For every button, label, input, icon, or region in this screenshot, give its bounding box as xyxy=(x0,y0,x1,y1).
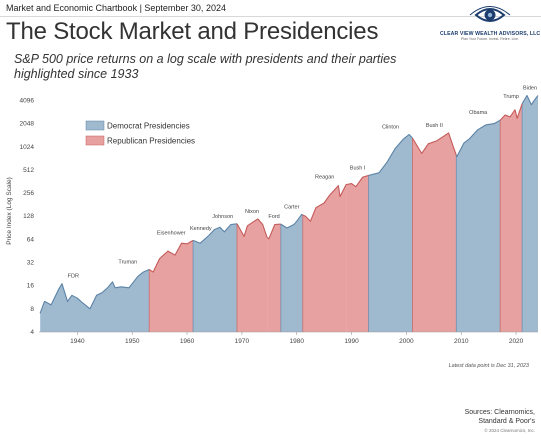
x-tick-label: 2020 xyxy=(509,338,524,345)
logo-tagline: Plan Your Future. Invest. Retire. Live. xyxy=(461,37,519,41)
logo-name: CLEAR VIEW WEALTH ADVISORS, LLC xyxy=(440,31,541,37)
price-line-carter xyxy=(280,213,304,229)
president-label-bush-ii: Bush II xyxy=(426,123,444,129)
y-tick-label: 512 xyxy=(23,167,34,174)
y-tick-label: 64 xyxy=(27,236,35,243)
president-label-trump: Trump xyxy=(503,94,519,100)
price-line-kennedy xyxy=(192,235,209,244)
source-line-1: Sources: Clearnomics, xyxy=(464,409,535,416)
x-tick-label: 1940 xyxy=(70,338,85,345)
president-label-carter: Carter xyxy=(284,204,299,210)
y-axis-title: Price Index (Log Scale) xyxy=(6,177,13,245)
sources-note: Sources: Clearnomics, Standard & Poor's xyxy=(465,408,535,426)
legend-swatch-democrat xyxy=(85,120,105,131)
price-line-truman xyxy=(106,268,150,290)
x-tick-label: 1960 xyxy=(180,338,195,345)
president-label-bush-i: Bush I xyxy=(350,165,366,171)
x-tick-label: 1970 xyxy=(235,338,250,345)
x-tick-label: 1980 xyxy=(289,338,304,345)
y-tick-label: 8 xyxy=(30,306,34,313)
price-line-fdr xyxy=(39,283,107,314)
president-label-truman: Truman xyxy=(118,260,137,266)
source-line-2: Standard & Poor's xyxy=(478,418,535,425)
x-tick-label: 1990 xyxy=(344,338,359,345)
president-label-nixon: Nixon xyxy=(245,209,259,215)
price-line-ford xyxy=(266,223,281,240)
area-biden xyxy=(522,95,538,332)
company-logo: CLEAR VIEW WEALTH ADVISORS, LLC Plan You… xyxy=(440,4,541,41)
area-carter xyxy=(280,95,303,332)
president-label-ford: Ford xyxy=(268,214,279,220)
y-tick-label: 16 xyxy=(27,283,35,290)
area-ford xyxy=(267,95,281,332)
x-tick-label: 1950 xyxy=(125,338,140,345)
latest-data-note: Latest data point is Dec 31, 2023 xyxy=(448,363,529,369)
president-label-reagan: Reagan xyxy=(315,175,334,181)
area-obama xyxy=(456,95,501,332)
y-tick-label: 2048 xyxy=(20,121,35,128)
price-line-bush-i xyxy=(346,174,369,188)
president-label-biden: Biden xyxy=(523,86,537,92)
price-line-obama xyxy=(455,119,501,158)
president-label-kennedy: Kennedy xyxy=(190,226,212,232)
page-title: The Stock Market and Presidencies xyxy=(6,18,379,45)
president-label-fdr: FDR xyxy=(68,274,79,280)
y-tick-label: 1024 xyxy=(20,144,35,151)
area-johnson xyxy=(208,95,237,332)
president-label-eisenhower: Eisenhower xyxy=(157,230,186,236)
legend-label-democrat: Democrat Presidencies xyxy=(107,122,190,131)
copyright-note: © 2024 Clearnomics, Inc. xyxy=(484,428,535,433)
area-kennedy xyxy=(193,95,209,332)
y-tick-label: 32 xyxy=(27,260,35,267)
y-tick-label: 128 xyxy=(23,213,34,220)
y-tick-label: 256 xyxy=(23,190,34,197)
price-line-reagan xyxy=(302,183,347,222)
president-label-clinton: Clinton xyxy=(382,125,399,131)
price-line-nixon xyxy=(236,218,268,238)
president-label-obama: Obama xyxy=(469,110,488,116)
area-trump xyxy=(500,95,523,332)
price-line-trump xyxy=(499,103,523,121)
area-reagan xyxy=(302,95,347,332)
chartbook-header: Market and Economic Chartbook | Septembe… xyxy=(6,3,226,13)
price-line-clinton xyxy=(368,133,413,176)
price-line-eisenhower xyxy=(148,239,194,273)
price-line-bush-ii xyxy=(411,132,457,156)
page-subtitle: S&P 500 price returns on a log scale wit… xyxy=(14,52,397,81)
price-line-biden xyxy=(521,94,539,106)
price-line-johnson xyxy=(208,223,238,237)
eye-logo-icon xyxy=(469,6,511,22)
x-tick-label: 2010 xyxy=(454,338,469,345)
legend-label-republican: Republican Presidencies xyxy=(107,137,195,146)
area-bush-i xyxy=(346,95,369,332)
president-label-johnson: Johnson xyxy=(212,214,233,220)
y-tick-label: 4 xyxy=(30,329,34,336)
y-tick-label: 4096 xyxy=(20,97,35,104)
legend-swatch-republican xyxy=(85,135,105,146)
x-tick-label: 2000 xyxy=(399,338,414,345)
header-divider xyxy=(0,16,541,17)
